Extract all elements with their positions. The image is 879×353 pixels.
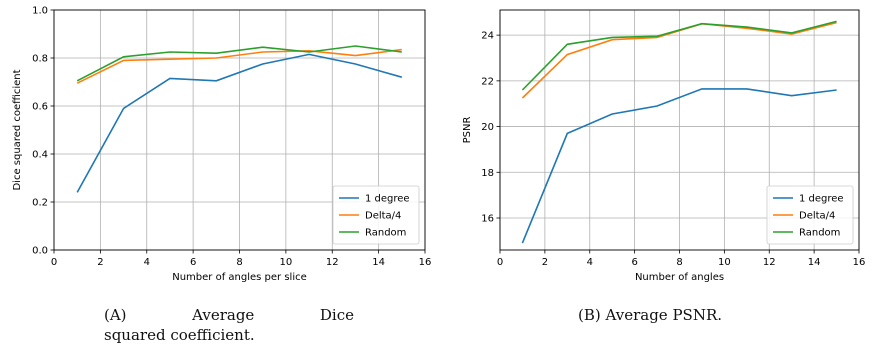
- xtick-label-1-1: 2: [542, 257, 548, 268]
- legend-label-0-2: Random: [365, 228, 406, 239]
- caption-a-word2: Dice: [319, 306, 354, 324]
- x-axis-label-0: Number of angles per slice: [172, 272, 307, 283]
- y-axis-label-0: Dice squared coefficient: [12, 69, 23, 190]
- x-axis-label-1: Number of angles: [635, 272, 724, 283]
- ytick-label-1-4: 24: [481, 31, 494, 42]
- caption-a-word1: Average: [192, 306, 255, 324]
- legend-label-1-2: Random: [799, 228, 840, 239]
- ytick-label-1-2: 20: [481, 122, 494, 133]
- xtick-label-0-8: 16: [419, 257, 432, 268]
- series-line-1-2: [521, 20, 837, 91]
- xtick-label-0-7: 14: [372, 257, 385, 268]
- ytick-label-0-2: 0.4: [32, 150, 48, 161]
- caption-a-line2: squared coefficient.: [104, 326, 255, 344]
- xtick-label-1-0: 0: [497, 257, 503, 268]
- xtick-label-0-6: 12: [326, 257, 339, 268]
- legend-label-1-0: 1 degree: [799, 194, 844, 205]
- legend-0: [332, 185, 420, 245]
- xtick-label-0-3: 6: [190, 257, 196, 268]
- caption-b-text: Average PSNR.: [605, 306, 723, 324]
- legend-label-1-1: Delta/4: [799, 211, 835, 222]
- ytick-label-1-0: 16: [481, 214, 494, 225]
- xtick-label-0-4: 8: [236, 257, 242, 268]
- ytick-label-0-4: 0.8: [32, 54, 48, 65]
- ytick-label-0-1: 0.2: [32, 198, 48, 209]
- xtick-label-0-0: 0: [51, 257, 57, 268]
- xtick-label-0-5: 10: [280, 257, 293, 268]
- xtick-label-1-3: 6: [631, 257, 637, 268]
- legend-label-0-0: 1 degree: [365, 194, 410, 205]
- xtick-label-1-5: 10: [718, 257, 731, 268]
- series-line-0-0: [76, 53, 403, 193]
- xtick-label-1-4: 8: [676, 257, 682, 268]
- xtick-label-1-2: 4: [587, 257, 593, 268]
- series-line-0-1: [76, 48, 402, 84]
- caption-b: (B) Average PSNR.: [578, 305, 722, 325]
- ytick-label-0-0: 0.0: [32, 246, 48, 257]
- xtick-label-0-2: 4: [144, 257, 150, 268]
- ytick-label-0-5: 1.0: [32, 6, 48, 17]
- xtick-label-1-8: 16: [853, 257, 866, 268]
- xtick-label-1-7: 14: [808, 257, 821, 268]
- caption-b-label: (B): [578, 306, 601, 324]
- chart-a-dice: 0 2 4 6 8 10 12 14 16 0.0 0.2 0.4 0.6 0.8 1.0 Number of…: [12, 6, 431, 284]
- ytick-label-1-1: 18: [481, 168, 494, 179]
- ytick-label-0-3: 0.6: [32, 102, 48, 113]
- caption-a-label: (A): [104, 306, 127, 324]
- series-line-1-0: [521, 88, 837, 244]
- legend-1: [766, 185, 854, 245]
- caption-a: (A) Average Dice squared coefficient.: [104, 305, 354, 345]
- y-axis-label-1: PSNR: [462, 117, 473, 144]
- ytick-label-1-3: 22: [481, 76, 494, 87]
- legend-label-0-1: Delta/4: [365, 211, 401, 222]
- xtick-label-1-6: 12: [763, 257, 776, 268]
- xtick-label-0-1: 2: [97, 257, 103, 268]
- series-line-0-2: [76, 45, 402, 82]
